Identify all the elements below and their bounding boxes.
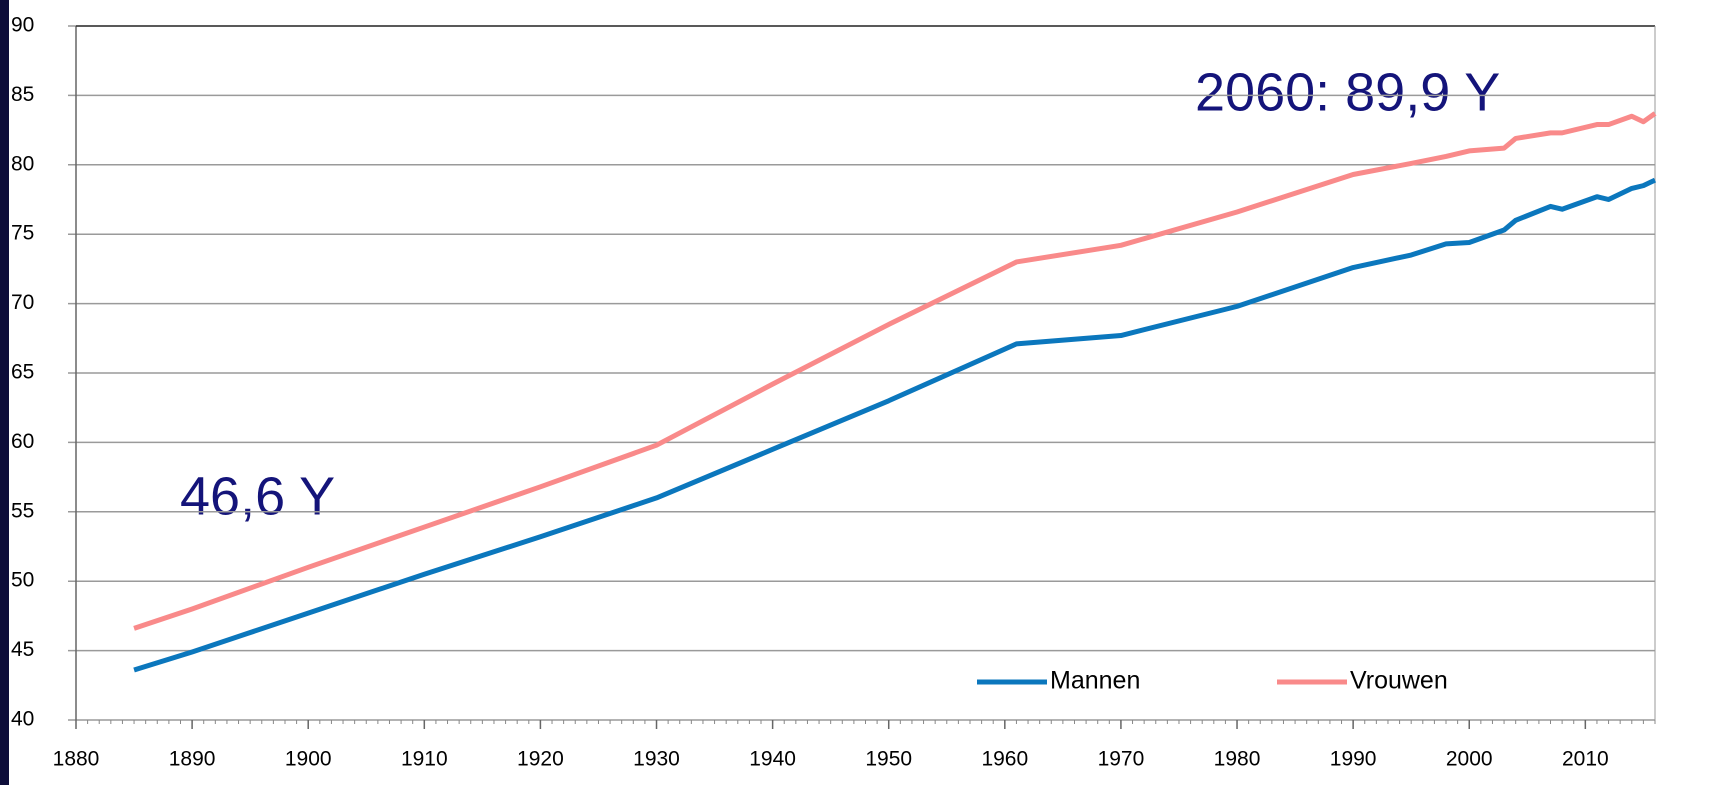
x-tick-label: 1990	[1330, 748, 1377, 771]
x-tick-label: 1930	[633, 748, 680, 771]
annotation: 46,6 Y	[180, 466, 335, 526]
y-tick-label: 65	[11, 361, 34, 384]
x-tick-label: 1900	[285, 748, 332, 771]
x-tick-label: 1940	[749, 748, 796, 771]
x-tick-label: 1890	[169, 748, 216, 771]
y-tick-label: 90	[11, 14, 34, 37]
y-tick-label: 55	[11, 499, 34, 522]
y-tick-label: 60	[11, 430, 34, 453]
side-strip	[0, 0, 9, 785]
y-tick-label: 45	[11, 638, 34, 661]
x-tick-label: 1920	[517, 748, 564, 771]
y-tick-label: 50	[11, 569, 34, 592]
x-tick-label: 1970	[1098, 748, 1145, 771]
y-tick-label: 85	[11, 83, 34, 106]
legend-label: Vrouwen	[1350, 667, 1448, 695]
x-tick-label: 1910	[401, 748, 448, 771]
line-series	[133, 177, 1657, 673]
y-tick-label: 75	[11, 222, 34, 245]
annotation: 2060: 89,9 Y	[1195, 62, 1500, 122]
y-tick-label: 80	[11, 152, 34, 175]
x-tick-label: 2000	[1446, 748, 1493, 771]
line-series	[133, 111, 1657, 631]
x-tick-label: 1880	[53, 748, 100, 771]
x-tick-label: 1960	[981, 748, 1028, 771]
x-tick-label: 1980	[1214, 748, 1261, 771]
y-tick-label: 40	[11, 708, 34, 731]
y-tick-label: 70	[11, 291, 34, 314]
legend-label: Mannen	[1050, 667, 1140, 695]
x-tick-label: 1950	[865, 748, 912, 771]
x-tick-label: 2010	[1562, 748, 1609, 771]
